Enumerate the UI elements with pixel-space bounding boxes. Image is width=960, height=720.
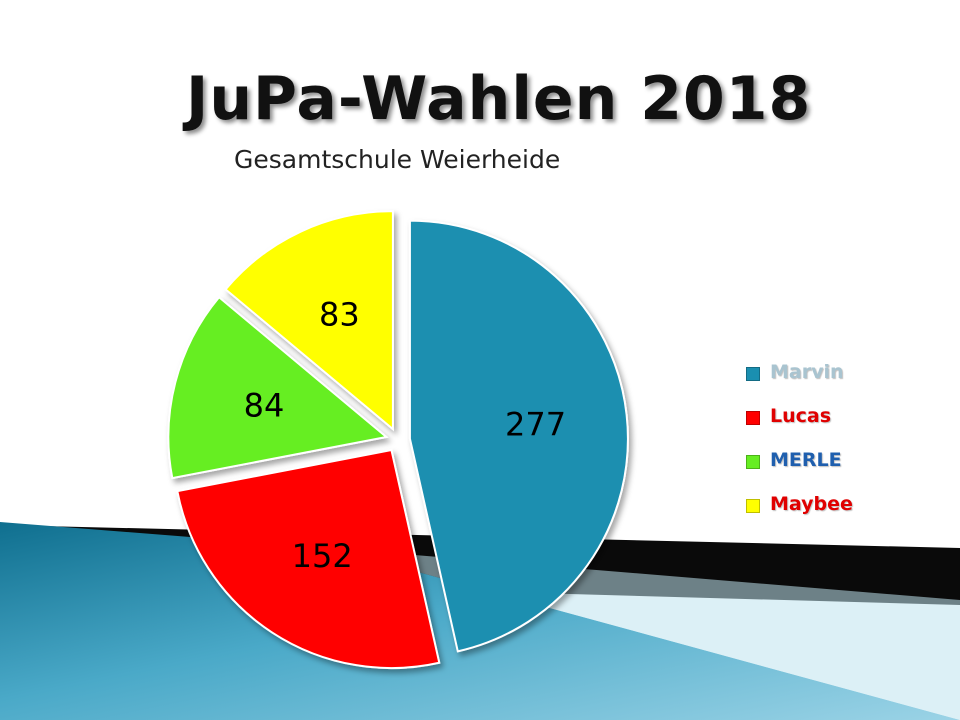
data-label-merle: 84 <box>244 386 285 424</box>
data-label-marvin: 277 <box>505 406 566 444</box>
pie-slice-maybee <box>224 210 394 432</box>
legend-label-marvin: Marvin <box>770 361 844 383</box>
data-label-lucas: 152 <box>292 537 353 575</box>
pie-slice-merle <box>167 295 389 480</box>
legend-swatch-maybee <box>746 499 760 513</box>
legend-item-marvin: Marvin <box>746 350 853 394</box>
legend-swatch-lucas <box>746 411 760 425</box>
pie-slice-lucas <box>176 448 441 670</box>
legend-swatch-merle <box>746 455 760 469</box>
chart-subtitle: Gesamtschule Weierheide <box>234 145 561 174</box>
data-label-maybee: 83 <box>319 296 360 334</box>
pie-slice-marvin <box>408 219 629 653</box>
legend-label-merle: MERLE <box>770 449 842 471</box>
chart-title: JuPa-Wahlen 2018 <box>186 64 812 134</box>
legend-label-lucas: Lucas <box>770 405 832 427</box>
legend-swatch-marvin <box>746 367 760 381</box>
legend-label-maybee: Maybee <box>770 493 853 515</box>
legend-item-lucas: Lucas <box>746 394 853 438</box>
legend-item-maybee: Maybee <box>746 482 853 526</box>
legend-item-merle: MERLE <box>746 438 853 482</box>
chart-legend: Marvin Lucas MERLE Maybee <box>746 350 853 526</box>
